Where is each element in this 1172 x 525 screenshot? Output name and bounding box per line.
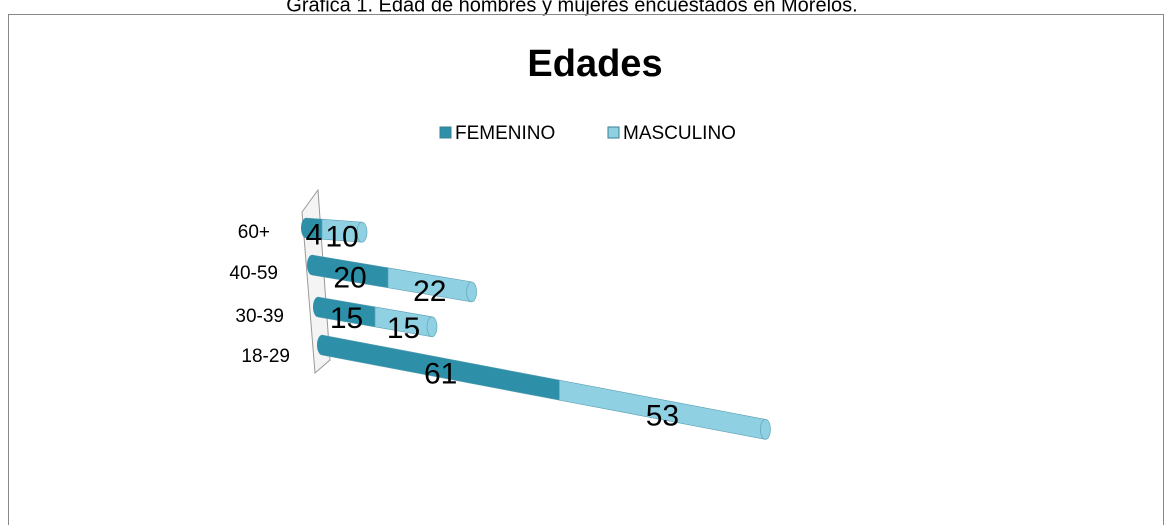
bar-segment [321, 218, 368, 243]
chart-frame [8, 14, 1164, 525]
data-label: 61 [424, 357, 457, 390]
bar-segment [387, 267, 477, 303]
legend-label: FEMENINO [455, 123, 555, 144]
legend-swatch [607, 126, 620, 139]
data-label: 15 [330, 302, 363, 335]
y-tick-label: 18-29 [241, 346, 290, 367]
y-tick-label: 60+ [238, 222, 270, 243]
data-label: 22 [413, 275, 446, 308]
bar-cap [307, 255, 317, 275]
data-label: 10 [325, 221, 358, 254]
data-label: 20 [333, 261, 366, 294]
data-label: 4 [306, 219, 323, 252]
caption: Gráfica 1. Edad de hombres y mujeres enc… [286, 0, 857, 16]
bar-segment [317, 334, 560, 401]
bar-segment [301, 217, 323, 240]
bar-cap [301, 218, 311, 238]
bar-cap [356, 221, 368, 243]
chart-title: Edades [527, 43, 662, 85]
y-tick-label: 30-39 [235, 306, 284, 327]
legend-swatch [439, 126, 452, 139]
bar-cap [426, 316, 438, 338]
y-tick-label: 40-59 [229, 263, 278, 284]
legend-label: MASCULINO [623, 123, 736, 144]
bar-segment [307, 254, 389, 289]
bar-cap [760, 419, 771, 440]
legend: FEMENINO MASCULINO [439, 123, 736, 144]
bar-segment [558, 379, 771, 440]
bar-cap [317, 335, 327, 355]
bar-cap [313, 297, 323, 317]
data-label: 53 [646, 400, 679, 433]
bar-cap [466, 281, 477, 303]
data-label: 15 [387, 312, 420, 345]
bar-segment [374, 306, 438, 338]
